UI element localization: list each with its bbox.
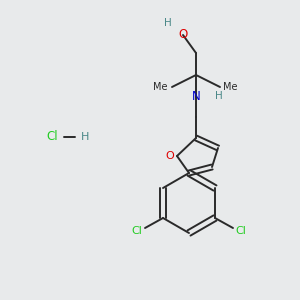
- Text: H: H: [215, 91, 223, 101]
- Text: Me: Me: [153, 82, 167, 92]
- Text: N: N: [192, 89, 200, 103]
- Text: Cl: Cl: [236, 226, 246, 236]
- Text: Cl: Cl: [46, 130, 58, 143]
- Text: O: O: [178, 28, 188, 40]
- Text: H: H: [164, 18, 172, 28]
- Text: O: O: [166, 151, 174, 161]
- Text: Me: Me: [223, 82, 237, 92]
- Text: H: H: [81, 132, 89, 142]
- Text: Cl: Cl: [132, 226, 142, 236]
